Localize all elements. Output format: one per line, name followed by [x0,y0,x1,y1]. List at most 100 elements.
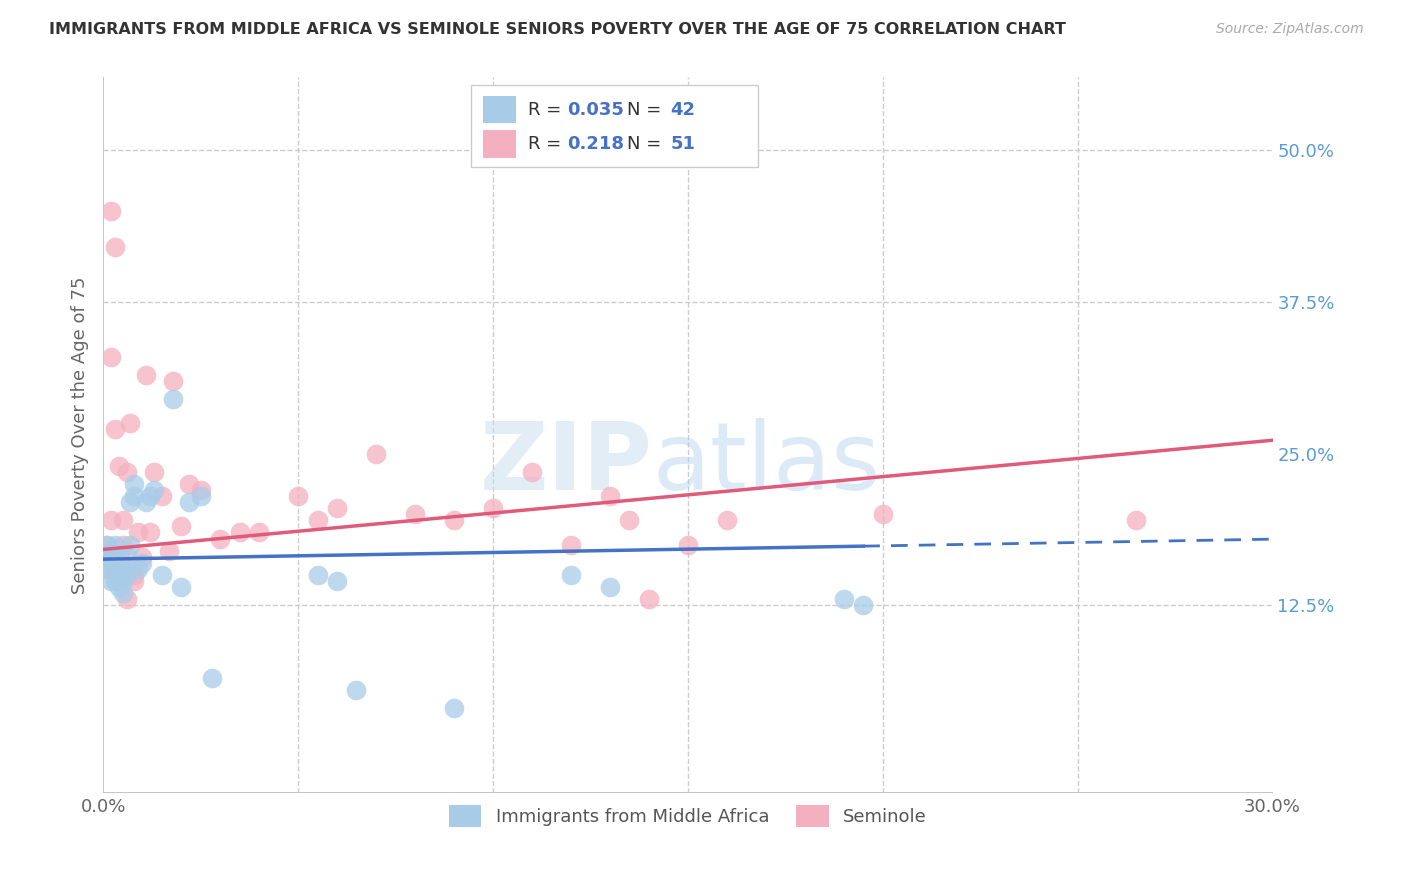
Point [162,392,184,406]
Point [599,489,621,503]
Point [307,568,329,582]
Point [104,538,127,552]
FancyBboxPatch shape [471,85,758,167]
Point [111,586,134,600]
Point [326,574,349,588]
Point [170,519,193,533]
Point [135,495,157,509]
Point [482,501,505,516]
Point [100,513,122,527]
Point [872,508,894,522]
Text: N =: N = [627,101,666,119]
Y-axis label: Seniors Poverty Over the Age of 75: Seniors Poverty Over the Age of 75 [72,277,89,594]
Point [364,447,387,461]
Point [127,562,149,576]
Text: 42: 42 [671,101,696,119]
Text: 0.218: 0.218 [568,135,624,153]
Point [142,465,165,479]
Point [115,549,138,564]
Point [124,489,146,503]
Point [107,580,129,594]
Point [150,568,173,582]
Point [201,671,224,685]
Point [619,513,641,527]
Text: N =: N = [627,135,666,153]
Point [852,599,875,613]
Point [115,592,138,607]
Point [124,477,146,491]
Text: R =: R = [527,101,567,119]
Point [443,701,465,715]
Point [209,532,232,546]
Point [139,525,162,540]
Point [124,568,146,582]
Point [177,495,200,509]
Point [96,549,118,564]
Point [131,556,153,570]
Point [142,483,165,497]
Point [107,458,129,473]
Point [162,374,184,388]
Point [111,574,134,588]
Point [107,574,129,588]
Text: 0.035: 0.035 [568,101,624,119]
Point [120,495,142,509]
Point [832,592,855,607]
Legend: Immigrants from Middle Africa, Seminole: Immigrants from Middle Africa, Seminole [441,798,934,834]
Point [100,574,122,588]
Point [177,477,200,491]
Text: ZIP: ZIP [479,418,652,510]
Text: 51: 51 [671,135,696,153]
Point [404,508,426,522]
Point [150,489,173,503]
Point [104,549,127,564]
Point [111,568,134,582]
Point [124,574,146,588]
Point [637,592,659,607]
Text: R =: R = [527,135,567,153]
Point [228,525,250,540]
Point [107,568,129,582]
Point [96,538,118,552]
Point [443,513,465,527]
Point [100,203,122,218]
Point [100,543,122,558]
Point [120,417,142,431]
Point [104,562,127,576]
Point [96,562,118,576]
Point [100,350,122,364]
Point [115,465,138,479]
Point [247,525,270,540]
Point [127,525,149,540]
Point [520,465,543,479]
Point [107,556,129,570]
Point [120,562,142,576]
Point [1125,513,1147,527]
FancyBboxPatch shape [484,130,516,158]
Point [104,574,127,588]
Point [190,483,212,497]
Point [190,489,212,503]
Point [560,568,582,582]
Point [599,580,621,594]
Point [104,562,127,576]
Point [115,568,138,582]
Point [287,489,309,503]
Point [107,549,129,564]
Text: IMMIGRANTS FROM MIDDLE AFRICA VS SEMINOLE SENIORS POVERTY OVER THE AGE OF 75 COR: IMMIGRANTS FROM MIDDLE AFRICA VS SEMINOL… [49,22,1066,37]
Point [104,240,127,254]
Point [560,538,582,552]
Point [131,549,153,564]
Point [170,580,193,594]
Point [100,562,122,576]
Point [307,513,329,527]
Point [139,489,162,503]
Point [104,422,127,436]
Point [96,538,118,552]
Text: atlas: atlas [652,418,882,510]
Point [111,538,134,552]
Point [100,543,122,558]
Point [346,683,368,698]
Point [100,556,122,570]
Point [111,562,134,576]
